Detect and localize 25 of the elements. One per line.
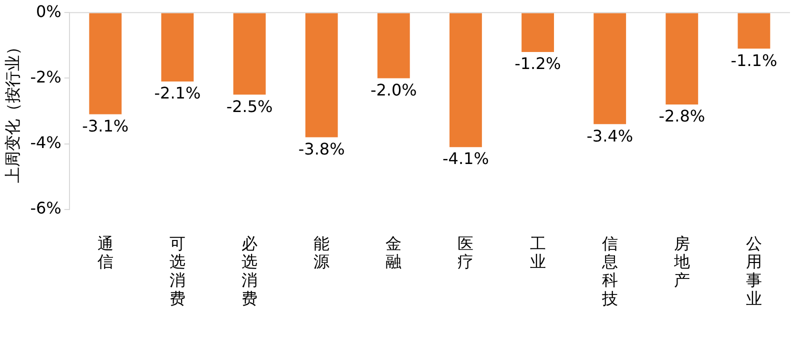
x-tick-label: 金融 <box>386 234 402 272</box>
x-tick-label: 可选消费 <box>169 234 186 308</box>
y-tick-label: 0% <box>36 2 62 21</box>
data-label: -3.8% <box>298 139 345 158</box>
data-label: -2.1% <box>154 84 201 103</box>
x-tick-label: 必选消费 <box>242 234 258 308</box>
x-tick-label: 信息科技 <box>600 234 618 308</box>
x-tick-label: 公用事业 <box>746 234 762 308</box>
x-tick-label: 工业 <box>530 234 546 272</box>
y-axis-title: 上周变化（按行业） <box>2 39 22 183</box>
data-label: -2.8% <box>658 106 706 126</box>
data-label: -3.4% <box>586 126 634 146</box>
y-tick-label: -2% <box>30 67 62 86</box>
x-tick-label: 通信 <box>97 234 114 272</box>
y-tick-label: -4% <box>30 132 62 152</box>
data-label: -1.1% <box>730 50 778 70</box>
data-label: -1.2% <box>514 54 561 74</box>
data-label: -2.0% <box>370 80 417 100</box>
x-tick-label: 能源 <box>314 234 330 272</box>
data-label: -2.5% <box>226 96 273 116</box>
data-label: -4.1% <box>442 149 489 168</box>
x-tick-label: 房地产 <box>672 234 690 290</box>
y-tick-label: -6% <box>30 198 62 218</box>
data-label: -3.1% <box>82 116 129 136</box>
x-tick-label: 医疗 <box>458 234 474 272</box>
